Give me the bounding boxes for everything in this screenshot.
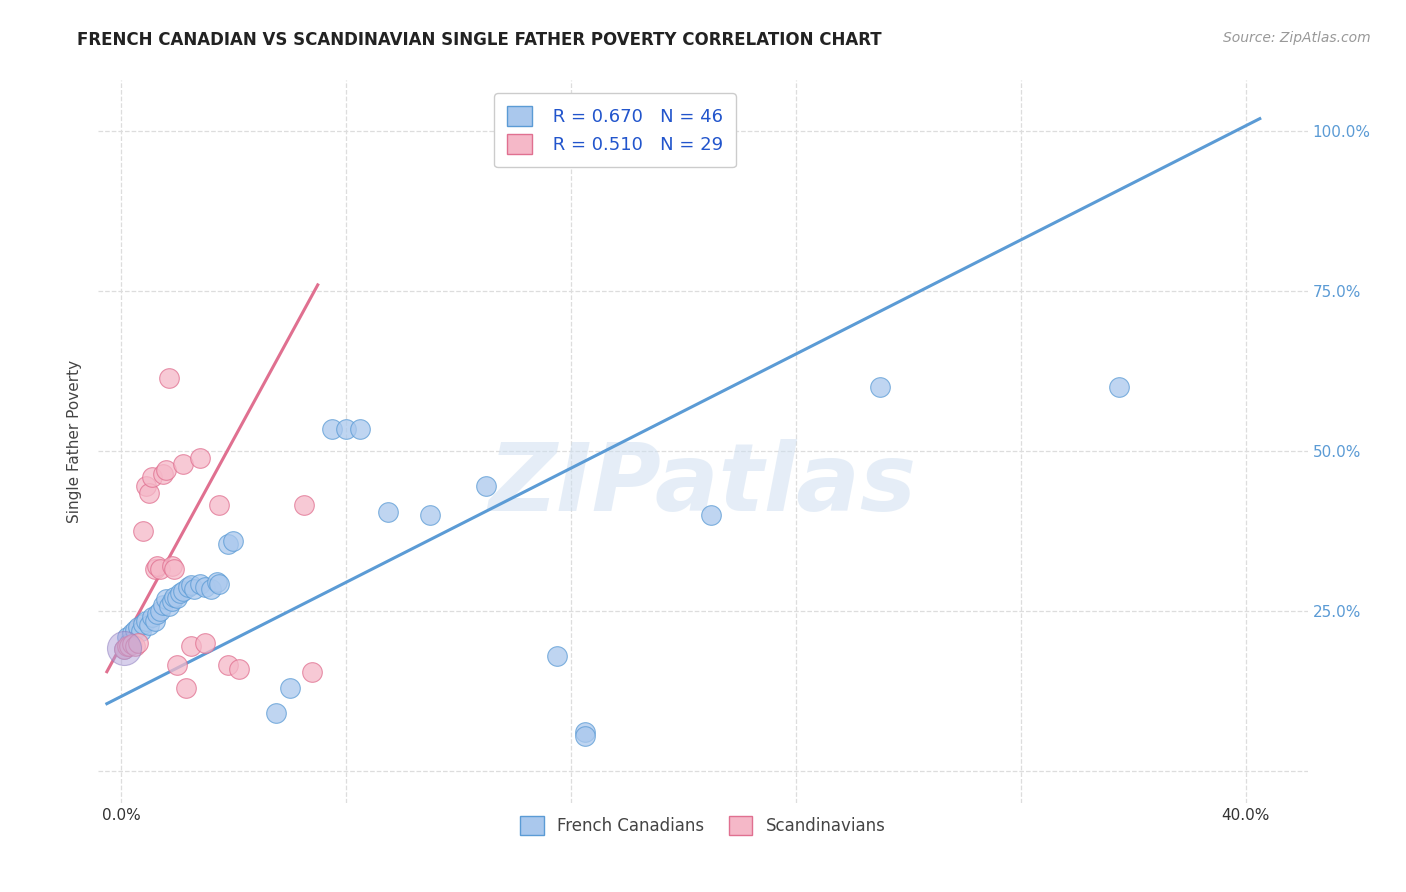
Point <box>149 604 172 618</box>
Point <box>121 637 143 651</box>
Point <box>183 582 205 596</box>
Point <box>1108 380 1130 394</box>
Point <box>546 648 568 663</box>
Text: Source: ZipAtlas.com: Source: ZipAtlas.com <box>1223 31 1371 45</box>
Point <box>115 639 138 653</box>
Point <box>146 607 169 622</box>
Point <box>115 630 138 644</box>
Legend: French Canadians, Scandinavians: French Canadians, Scandinavians <box>513 809 893 841</box>
Point <box>217 658 239 673</box>
Point <box>129 624 152 639</box>
Point <box>135 479 157 493</box>
Point <box>419 508 441 522</box>
Point <box>166 591 188 606</box>
Point <box>321 422 343 436</box>
Point <box>292 499 315 513</box>
Point <box>177 580 200 594</box>
Point <box>172 457 194 471</box>
Point <box>278 681 301 695</box>
Point <box>166 658 188 673</box>
Point <box>152 467 174 481</box>
Point <box>124 623 146 637</box>
Point <box>163 590 186 604</box>
Point <box>124 639 146 653</box>
Point <box>132 524 155 538</box>
Point <box>152 598 174 612</box>
Point <box>228 661 250 675</box>
Point <box>138 618 160 632</box>
Point <box>127 620 149 634</box>
Point <box>208 499 231 513</box>
Point <box>146 559 169 574</box>
Point <box>222 533 245 548</box>
Point <box>112 642 135 657</box>
Point <box>143 562 166 576</box>
Point <box>155 592 177 607</box>
Point <box>335 422 357 436</box>
Point <box>205 575 228 590</box>
Point <box>132 616 155 631</box>
Point <box>188 450 211 465</box>
Point <box>172 583 194 598</box>
Point <box>157 370 180 384</box>
Point <box>574 729 596 743</box>
Point <box>112 642 135 657</box>
Point <box>208 577 231 591</box>
Point <box>135 614 157 628</box>
Point <box>869 380 891 394</box>
Point <box>121 626 143 640</box>
Point <box>157 599 180 613</box>
Point <box>574 725 596 739</box>
Point <box>163 562 186 576</box>
Point <box>377 505 399 519</box>
Point <box>127 636 149 650</box>
Y-axis label: Single Father Poverty: Single Father Poverty <box>67 360 83 523</box>
Point <box>149 562 172 576</box>
Point <box>264 706 287 721</box>
Point <box>475 479 498 493</box>
Point <box>155 463 177 477</box>
Point <box>180 639 202 653</box>
Point <box>301 665 323 679</box>
Point <box>160 594 183 608</box>
Point <box>112 641 135 656</box>
Point <box>143 614 166 628</box>
Point <box>174 681 197 695</box>
Point <box>194 580 217 594</box>
Point <box>194 636 217 650</box>
Point <box>217 537 239 551</box>
Point <box>700 508 723 522</box>
Point <box>160 559 183 574</box>
Point <box>349 422 371 436</box>
Point <box>180 578 202 592</box>
Point <box>141 610 163 624</box>
Text: ZIPatlas: ZIPatlas <box>489 439 917 531</box>
Point <box>141 469 163 483</box>
Point <box>188 577 211 591</box>
Point <box>200 582 222 596</box>
Point <box>118 636 141 650</box>
Text: FRENCH CANADIAN VS SCANDINAVIAN SINGLE FATHER POVERTY CORRELATION CHART: FRENCH CANADIAN VS SCANDINAVIAN SINGLE F… <box>77 31 882 49</box>
Point <box>138 485 160 500</box>
Point <box>169 586 191 600</box>
Point <box>118 639 141 653</box>
